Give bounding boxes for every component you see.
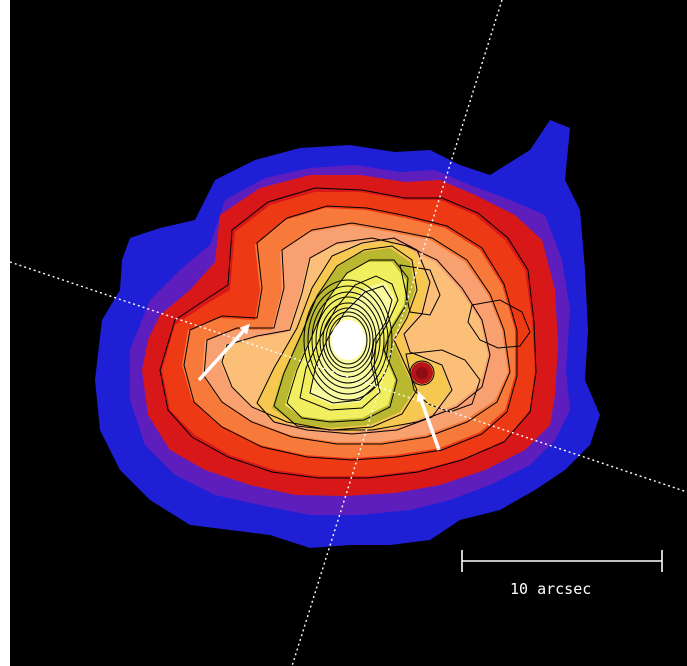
red-knot-inner <box>416 367 428 379</box>
arrows <box>197 323 441 451</box>
astronomical-image: 10 arcsec <box>10 0 687 666</box>
core-contours <box>303 279 393 401</box>
axis-lines <box>10 0 687 666</box>
contour-lines <box>159 187 537 479</box>
intensity-map <box>10 0 687 666</box>
arrow-left <box>197 323 251 382</box>
bright-core <box>331 320 365 360</box>
scale-bar <box>461 550 663 572</box>
arrow-right <box>416 391 441 451</box>
scale-bar-label: 10 arcsec <box>510 580 592 598</box>
